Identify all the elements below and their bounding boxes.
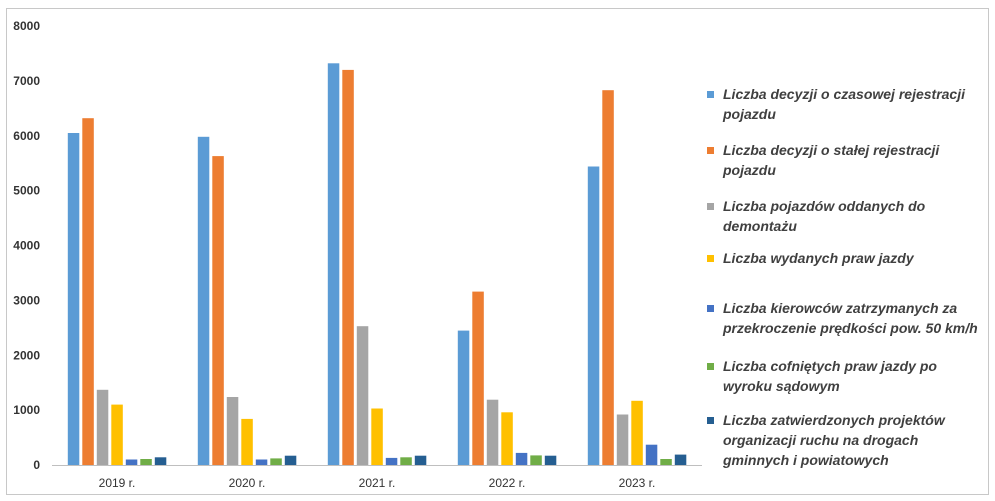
legend-swatch (707, 91, 714, 98)
bar (96, 389, 109, 465)
bar (241, 418, 253, 465)
legend-item: Liczba decyzji o czasowej rejestracji po… (707, 84, 982, 124)
bar (400, 457, 412, 465)
x-tick-label: 2022 r. (489, 476, 526, 490)
bar (385, 457, 398, 465)
legend-item: Liczba cofniętych praw jazdy po wyroku s… (707, 356, 982, 396)
bar (197, 136, 210, 466)
y-tick-label: 2000 (13, 348, 40, 362)
bar (587, 166, 600, 465)
legend-item: Liczba decyzji o stałej rejestracji poja… (707, 140, 982, 180)
bar (660, 459, 672, 465)
legend-swatch (707, 147, 714, 154)
y-tick-label: 5000 (13, 184, 40, 198)
y-tick-label: 6000 (13, 129, 40, 143)
bar (67, 133, 80, 465)
bar (544, 455, 557, 465)
legend-label: Liczba kierowców zatrzymanych za przekro… (723, 300, 978, 336)
bar (111, 404, 123, 465)
legend-swatch (707, 255, 714, 262)
y-tick-label: 4000 (13, 239, 40, 253)
chart-frame (6, 8, 989, 495)
bars (67, 63, 687, 466)
legend-swatch (707, 305, 714, 312)
bar (154, 457, 167, 465)
legend-item: Liczba kierowców zatrzymanych za przekro… (707, 298, 982, 338)
legend-swatch (707, 417, 714, 424)
bar (645, 444, 658, 465)
bar (472, 291, 484, 465)
x-tick-label: 2020 r. (229, 476, 266, 490)
bar (486, 399, 499, 465)
legend-label: Liczba decyzji o czasowej rejestracji po… (723, 86, 965, 122)
bar (530, 455, 542, 465)
x-tick-label: 2021 r. (359, 476, 396, 490)
bar (255, 459, 268, 465)
bar (674, 454, 687, 465)
bar (82, 118, 94, 465)
bar (140, 459, 152, 465)
x-tick-label: 2023 r. (619, 476, 656, 490)
bar (342, 69, 354, 466)
y-tick-label: 1000 (13, 403, 40, 417)
bar (371, 408, 383, 465)
bar (327, 63, 340, 466)
bar (212, 156, 224, 465)
legend-swatch (707, 363, 714, 370)
bar (226, 397, 239, 465)
legend-item: Liczba wydanych praw jazdy (707, 248, 914, 268)
y-tick-label: 3000 (13, 293, 40, 307)
x-axis: 2019 r. 2020 r. 2021 r. 2022 r. 2023 r. (99, 476, 656, 490)
legend-item: Liczba pojazdów oddanych do demontażu (707, 196, 982, 236)
bar (616, 414, 629, 465)
y-tick-label: 0 (33, 458, 40, 472)
legend-label: Liczba cofniętych praw jazdy po wyroku s… (723, 358, 937, 394)
bar (602, 90, 614, 465)
bar (457, 330, 470, 465)
legend-label: Liczba decyzji o stałej rejestracji poja… (723, 142, 940, 178)
legend-label: Liczba zatwierdzonych projektów organiza… (723, 412, 945, 468)
legend-label: Liczba wydanych praw jazdy (723, 250, 914, 266)
bar (356, 326, 369, 465)
legend-item: Liczba zatwierdzonych projektów organiza… (707, 410, 982, 470)
bar (270, 458, 282, 465)
y-tick-label: 7000 (13, 74, 40, 88)
bar (501, 412, 513, 465)
legend-swatch (707, 203, 714, 210)
bar (631, 400, 643, 465)
x-tick-label: 2019 r. (99, 476, 136, 490)
bar (284, 455, 297, 465)
y-tick-label: 8000 (13, 19, 40, 33)
legend-label: Liczba pojazdów oddanych do demontażu (723, 198, 926, 234)
bar (515, 452, 528, 465)
y-axis: 0 1000 2000 3000 4000 5000 6000 7000 8000 (13, 19, 40, 472)
bar (125, 459, 138, 465)
bar (414, 455, 427, 465)
